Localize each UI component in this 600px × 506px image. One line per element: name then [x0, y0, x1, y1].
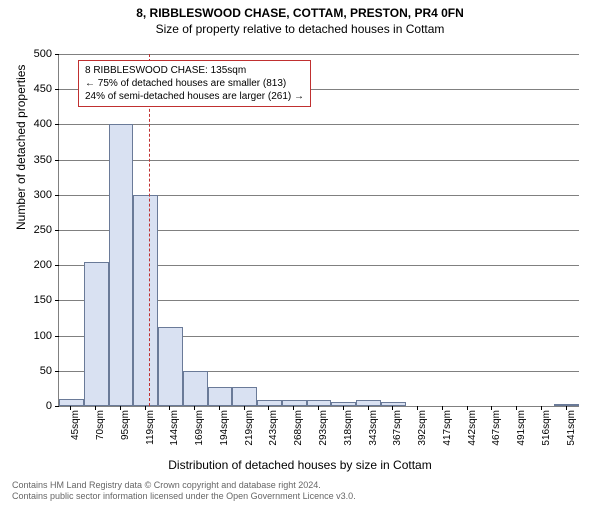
x-tick-label: 293sqm	[318, 410, 329, 460]
x-tick-label: 219sqm	[244, 410, 255, 460]
footer-attribution: Contains HM Land Registry data © Crown c…	[12, 480, 356, 502]
x-tick-label: 95sqm	[120, 410, 131, 460]
histogram-bar	[158, 327, 183, 406]
x-tick-label: 343sqm	[368, 410, 379, 460]
y-tick-mark	[55, 371, 59, 372]
x-tick-label: 367sqm	[392, 410, 403, 460]
x-tick-label: 119sqm	[145, 410, 156, 460]
y-tick-label: 400	[22, 118, 52, 130]
histogram-bar	[257, 400, 282, 406]
x-tick-label: 392sqm	[417, 410, 428, 460]
y-tick-label: 200	[22, 259, 52, 271]
histogram-bar	[59, 399, 84, 406]
chart-area: 8 RIBBLESWOOD CHASE: 135sqm ← 75% of det…	[58, 54, 578, 406]
y-tick-mark	[55, 89, 59, 90]
histogram-bar	[109, 124, 134, 406]
y-tick-label: 300	[22, 189, 52, 201]
y-tick-mark	[55, 230, 59, 231]
y-tick-label: 150	[22, 294, 52, 306]
y-tick-label: 500	[22, 48, 52, 60]
histogram-bar	[554, 404, 579, 406]
footer-line-1: Contains HM Land Registry data © Crown c…	[12, 480, 356, 491]
grid-line	[59, 124, 579, 125]
chart-subtitle: Size of property relative to detached ho…	[0, 22, 600, 36]
x-tick-label: 70sqm	[95, 410, 106, 460]
x-tick-label: 144sqm	[169, 410, 180, 460]
x-tick-label: 541sqm	[566, 410, 577, 460]
annotation-line-3: 24% of semi-detached houses are larger (…	[85, 90, 304, 103]
footer-line-2: Contains public sector information licen…	[12, 491, 356, 502]
x-axis-label: Distribution of detached houses by size …	[0, 458, 600, 472]
y-tick-label: 50	[22, 365, 52, 377]
y-tick-label: 450	[22, 83, 52, 95]
histogram-bar	[84, 262, 109, 406]
y-tick-label: 100	[22, 330, 52, 342]
chart-container: 8, RIBBLESWOOD CHASE, COTTAM, PRESTON, P…	[0, 6, 600, 506]
x-tick-label: 194sqm	[219, 410, 230, 460]
histogram-bar	[133, 195, 158, 406]
annotation-box: 8 RIBBLESWOOD CHASE: 135sqm ← 75% of det…	[78, 60, 311, 107]
chart-title: 8, RIBBLESWOOD CHASE, COTTAM, PRESTON, P…	[0, 6, 600, 20]
grid-line	[59, 160, 579, 161]
x-tick-label: 318sqm	[343, 410, 354, 460]
histogram-bar	[232, 387, 257, 406]
y-tick-label: 250	[22, 224, 52, 236]
x-tick-label: 169sqm	[194, 410, 205, 460]
x-tick-label: 491sqm	[516, 410, 527, 460]
x-tick-label: 243sqm	[268, 410, 279, 460]
y-tick-mark	[55, 195, 59, 196]
x-tick-label: 442sqm	[467, 410, 478, 460]
grid-line	[59, 54, 579, 55]
y-tick-mark	[55, 265, 59, 266]
y-tick-mark	[55, 54, 59, 55]
y-tick-mark	[55, 336, 59, 337]
annotation-line-1: 8 RIBBLESWOOD CHASE: 135sqm	[85, 64, 304, 77]
y-tick-mark	[55, 406, 59, 407]
x-tick-label: 268sqm	[293, 410, 304, 460]
histogram-bar	[208, 387, 233, 406]
histogram-bar	[331, 402, 356, 406]
x-tick-label: 467sqm	[491, 410, 502, 460]
y-tick-label: 0	[22, 400, 52, 412]
x-tick-label: 45sqm	[70, 410, 81, 460]
histogram-bar	[183, 371, 208, 406]
x-tick-label: 516sqm	[541, 410, 552, 460]
x-tick-label: 417sqm	[442, 410, 453, 460]
y-tick-mark	[55, 124, 59, 125]
y-tick-mark	[55, 300, 59, 301]
annotation-line-2: ← 75% of detached houses are smaller (81…	[85, 77, 304, 90]
y-tick-label: 350	[22, 154, 52, 166]
histogram-bar	[356, 400, 381, 406]
y-tick-mark	[55, 160, 59, 161]
